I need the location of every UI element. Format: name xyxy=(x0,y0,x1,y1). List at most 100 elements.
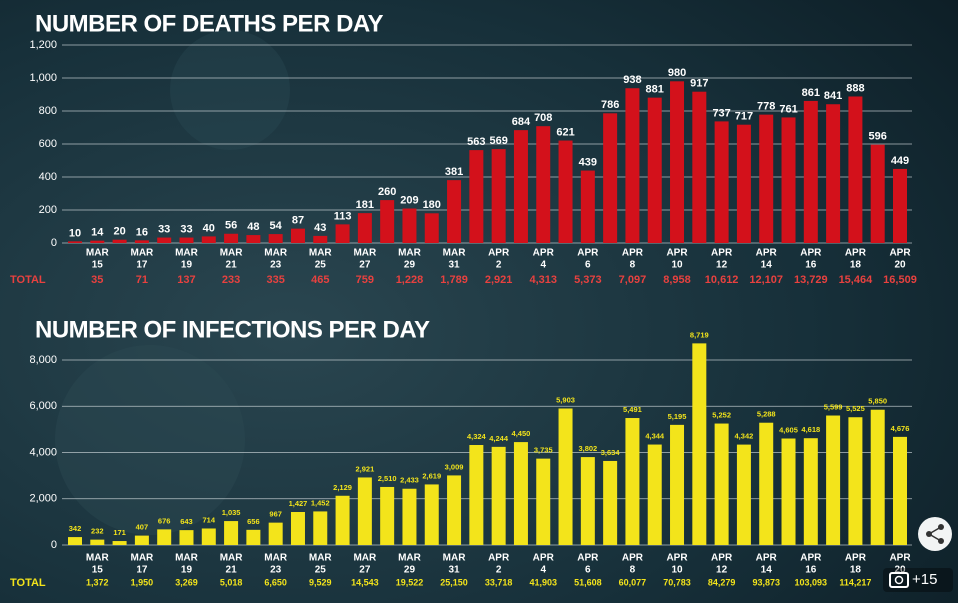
total-value: 33,718 xyxy=(485,577,513,587)
bar xyxy=(335,495,350,545)
value-label: 4,244 xyxy=(489,434,509,443)
value-label: 449 xyxy=(891,155,909,167)
value-label: 3,009 xyxy=(445,462,464,471)
total-value: 759 xyxy=(356,274,374,286)
bar xyxy=(848,417,863,545)
value-label: 643 xyxy=(180,517,193,526)
value-label: 4,450 xyxy=(512,429,531,438)
bar xyxy=(580,457,595,545)
value-label: 778 xyxy=(757,101,775,113)
value-label: 171 xyxy=(113,528,126,537)
bar xyxy=(580,170,595,243)
photo-count: +15 xyxy=(912,571,937,588)
bar xyxy=(826,415,841,545)
total-value: 8,958 xyxy=(663,274,691,286)
x-tick-label: APR xyxy=(711,553,733,564)
bar xyxy=(803,438,818,545)
value-label: 181 xyxy=(356,199,374,211)
x-tick-label: 17 xyxy=(136,260,148,271)
x-tick-label: 14 xyxy=(761,260,773,271)
bar xyxy=(380,486,395,545)
x-tick-label: MAR xyxy=(443,553,467,564)
bar xyxy=(803,100,818,243)
x-tick-label: 12 xyxy=(716,565,728,576)
x-tick-label: MAR xyxy=(264,248,288,259)
x-tick-label: 2 xyxy=(496,260,502,271)
value-label: 2,510 xyxy=(378,474,397,483)
bar xyxy=(90,539,105,545)
x-tick-label: MAR xyxy=(443,248,467,259)
bar xyxy=(112,541,127,545)
value-label: 3,735 xyxy=(534,446,553,455)
value-label: 439 xyxy=(579,156,597,168)
virus-decoration xyxy=(55,345,245,535)
x-tick-label: 25 xyxy=(315,260,327,271)
value-label: 656 xyxy=(247,517,260,526)
x-tick-label: 15 xyxy=(92,260,104,271)
value-label: 8,719 xyxy=(690,330,709,339)
x-tick-label: 17 xyxy=(136,565,148,576)
total-value: 35 xyxy=(91,274,103,286)
bar xyxy=(68,241,82,243)
value-label: 717 xyxy=(735,111,753,123)
x-tick-label: APR xyxy=(800,248,822,259)
bar xyxy=(134,535,149,545)
bar xyxy=(201,528,216,545)
bar xyxy=(714,423,729,545)
x-tick-label: MAR xyxy=(309,248,333,259)
value-label: 1,427 xyxy=(289,499,308,508)
value-label: 3,802 xyxy=(578,444,597,453)
value-label: 113 xyxy=(334,210,352,222)
gallery-button[interactable]: +15 xyxy=(883,568,953,592)
x-tick-label: MAR xyxy=(220,553,244,564)
value-label: 5,903 xyxy=(556,395,575,404)
x-tick-label: 23 xyxy=(270,260,282,271)
value-label: 1,452 xyxy=(311,498,330,507)
bar xyxy=(736,444,751,545)
value-label: 917 xyxy=(690,78,708,90)
value-label: 4,324 xyxy=(467,432,487,441)
bar xyxy=(692,91,707,243)
bar xyxy=(536,126,551,243)
x-tick-label: MAR xyxy=(353,553,377,564)
bar xyxy=(224,233,239,243)
x-tick-label: 25 xyxy=(315,565,327,576)
value-label: 40 xyxy=(203,222,215,234)
x-tick-label: 14 xyxy=(761,565,773,576)
total-value: 5,373 xyxy=(574,274,602,286)
bar xyxy=(179,530,194,545)
total-value: 10,612 xyxy=(705,274,739,286)
value-label: 967 xyxy=(269,510,282,519)
bar xyxy=(670,424,685,545)
total-value: 2,921 xyxy=(485,274,513,286)
total-value: 1,789 xyxy=(440,274,468,286)
bar xyxy=(424,213,439,243)
value-label: 10 xyxy=(69,227,81,239)
bar xyxy=(224,521,239,545)
x-tick-label: 29 xyxy=(404,260,416,271)
bar xyxy=(68,537,82,545)
total-value: 13,729 xyxy=(794,274,828,286)
value-label: 5,525 xyxy=(846,404,865,413)
y-tick-label: 800 xyxy=(39,105,57,117)
value-label: 708 xyxy=(534,112,552,124)
bar xyxy=(692,343,707,545)
bar xyxy=(380,200,395,243)
value-label: 5,850 xyxy=(868,397,887,406)
x-tick-label: MAR xyxy=(309,553,333,564)
total-value: 51,608 xyxy=(574,577,602,587)
value-label: 4,605 xyxy=(779,425,798,434)
bar xyxy=(402,208,417,243)
x-tick-label: 23 xyxy=(270,565,282,576)
value-label: 737 xyxy=(712,107,730,119)
total-value: 93,873 xyxy=(752,577,780,587)
x-tick-label: 10 xyxy=(671,260,683,271)
share-button[interactable] xyxy=(918,517,952,551)
x-tick-label: 15 xyxy=(92,565,104,576)
x-tick-label: 29 xyxy=(404,565,416,576)
value-label: 2,921 xyxy=(355,464,374,473)
x-tick-label: 6 xyxy=(585,260,591,271)
x-tick-label: MAR xyxy=(86,248,110,259)
bar xyxy=(625,88,640,243)
